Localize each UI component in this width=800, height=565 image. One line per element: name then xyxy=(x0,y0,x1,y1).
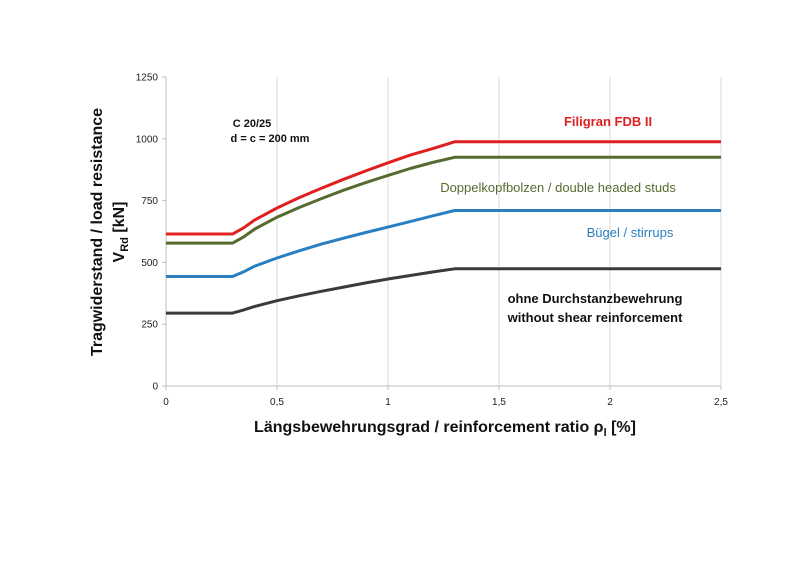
depth-annotation: d = c = 200 mm xyxy=(231,133,310,145)
x-axis-title-sub: l xyxy=(604,427,607,439)
y-tick-label: 1250 xyxy=(136,73,159,84)
series-label-buegel: Bügel / stirrups xyxy=(587,225,674,240)
series-label-ohne-line1: ohne Durchstanzbewehrung xyxy=(508,291,683,306)
y-tick-label: 250 xyxy=(141,320,158,331)
grid xyxy=(276,77,722,386)
y-axis-title-line2: VRd [kN] xyxy=(111,202,131,263)
series-line-doppelkopfbolzen-double-headed-studs xyxy=(166,155,721,245)
x-tick-label: 2 xyxy=(607,397,613,408)
series-line-filigran-fdb-ii xyxy=(166,140,721,236)
series-label-filigran: Filigran FDB II xyxy=(564,114,652,129)
x-tick-label: 0,5 xyxy=(270,397,284,408)
y-tick-label: 750 xyxy=(141,196,158,207)
x-tick-label: 1,5 xyxy=(492,397,506,408)
y-tick-label: 1000 xyxy=(136,134,159,145)
x-tick-label: 2,5 xyxy=(714,397,728,408)
x-axis-title-main: Längsbewehrungsgrad / reinforcement rati… xyxy=(254,419,604,436)
y-axis-title-v: V xyxy=(111,251,128,262)
series-line-ohne-durchstanzbewehrung-without-shear-reinforcement xyxy=(166,267,721,315)
concrete-class-annotation: C 20/25 xyxy=(233,118,272,130)
y-tick-label: 500 xyxy=(141,258,158,269)
y-axis-title-line1: Tragwiderstand / load resistance xyxy=(89,108,106,356)
series-group xyxy=(166,140,721,315)
y-axis-title-unit: [kN] xyxy=(111,202,128,238)
x-axis-title: Längsbewehrungsgrad / reinforcement rati… xyxy=(254,419,636,439)
series-label-doppelkopfbolzen: Doppelkopfbolzen / double headed studs xyxy=(440,180,676,195)
axes: 0 250 500 750 1000 1250 0 0,5 1 1,5 2 2,5 xyxy=(136,73,729,409)
y-tick-label: 0 xyxy=(152,382,158,393)
x-axis-title-unit: [%] xyxy=(607,419,636,436)
y-axis-title-sub: Rd xyxy=(119,237,131,252)
x-tick-label: 0 xyxy=(163,397,169,408)
series-label-ohne-line2: without shear reinforcement xyxy=(507,310,683,325)
x-tick-label: 1 xyxy=(385,397,391,408)
series-line-b-gel-stirrups xyxy=(166,209,721,278)
